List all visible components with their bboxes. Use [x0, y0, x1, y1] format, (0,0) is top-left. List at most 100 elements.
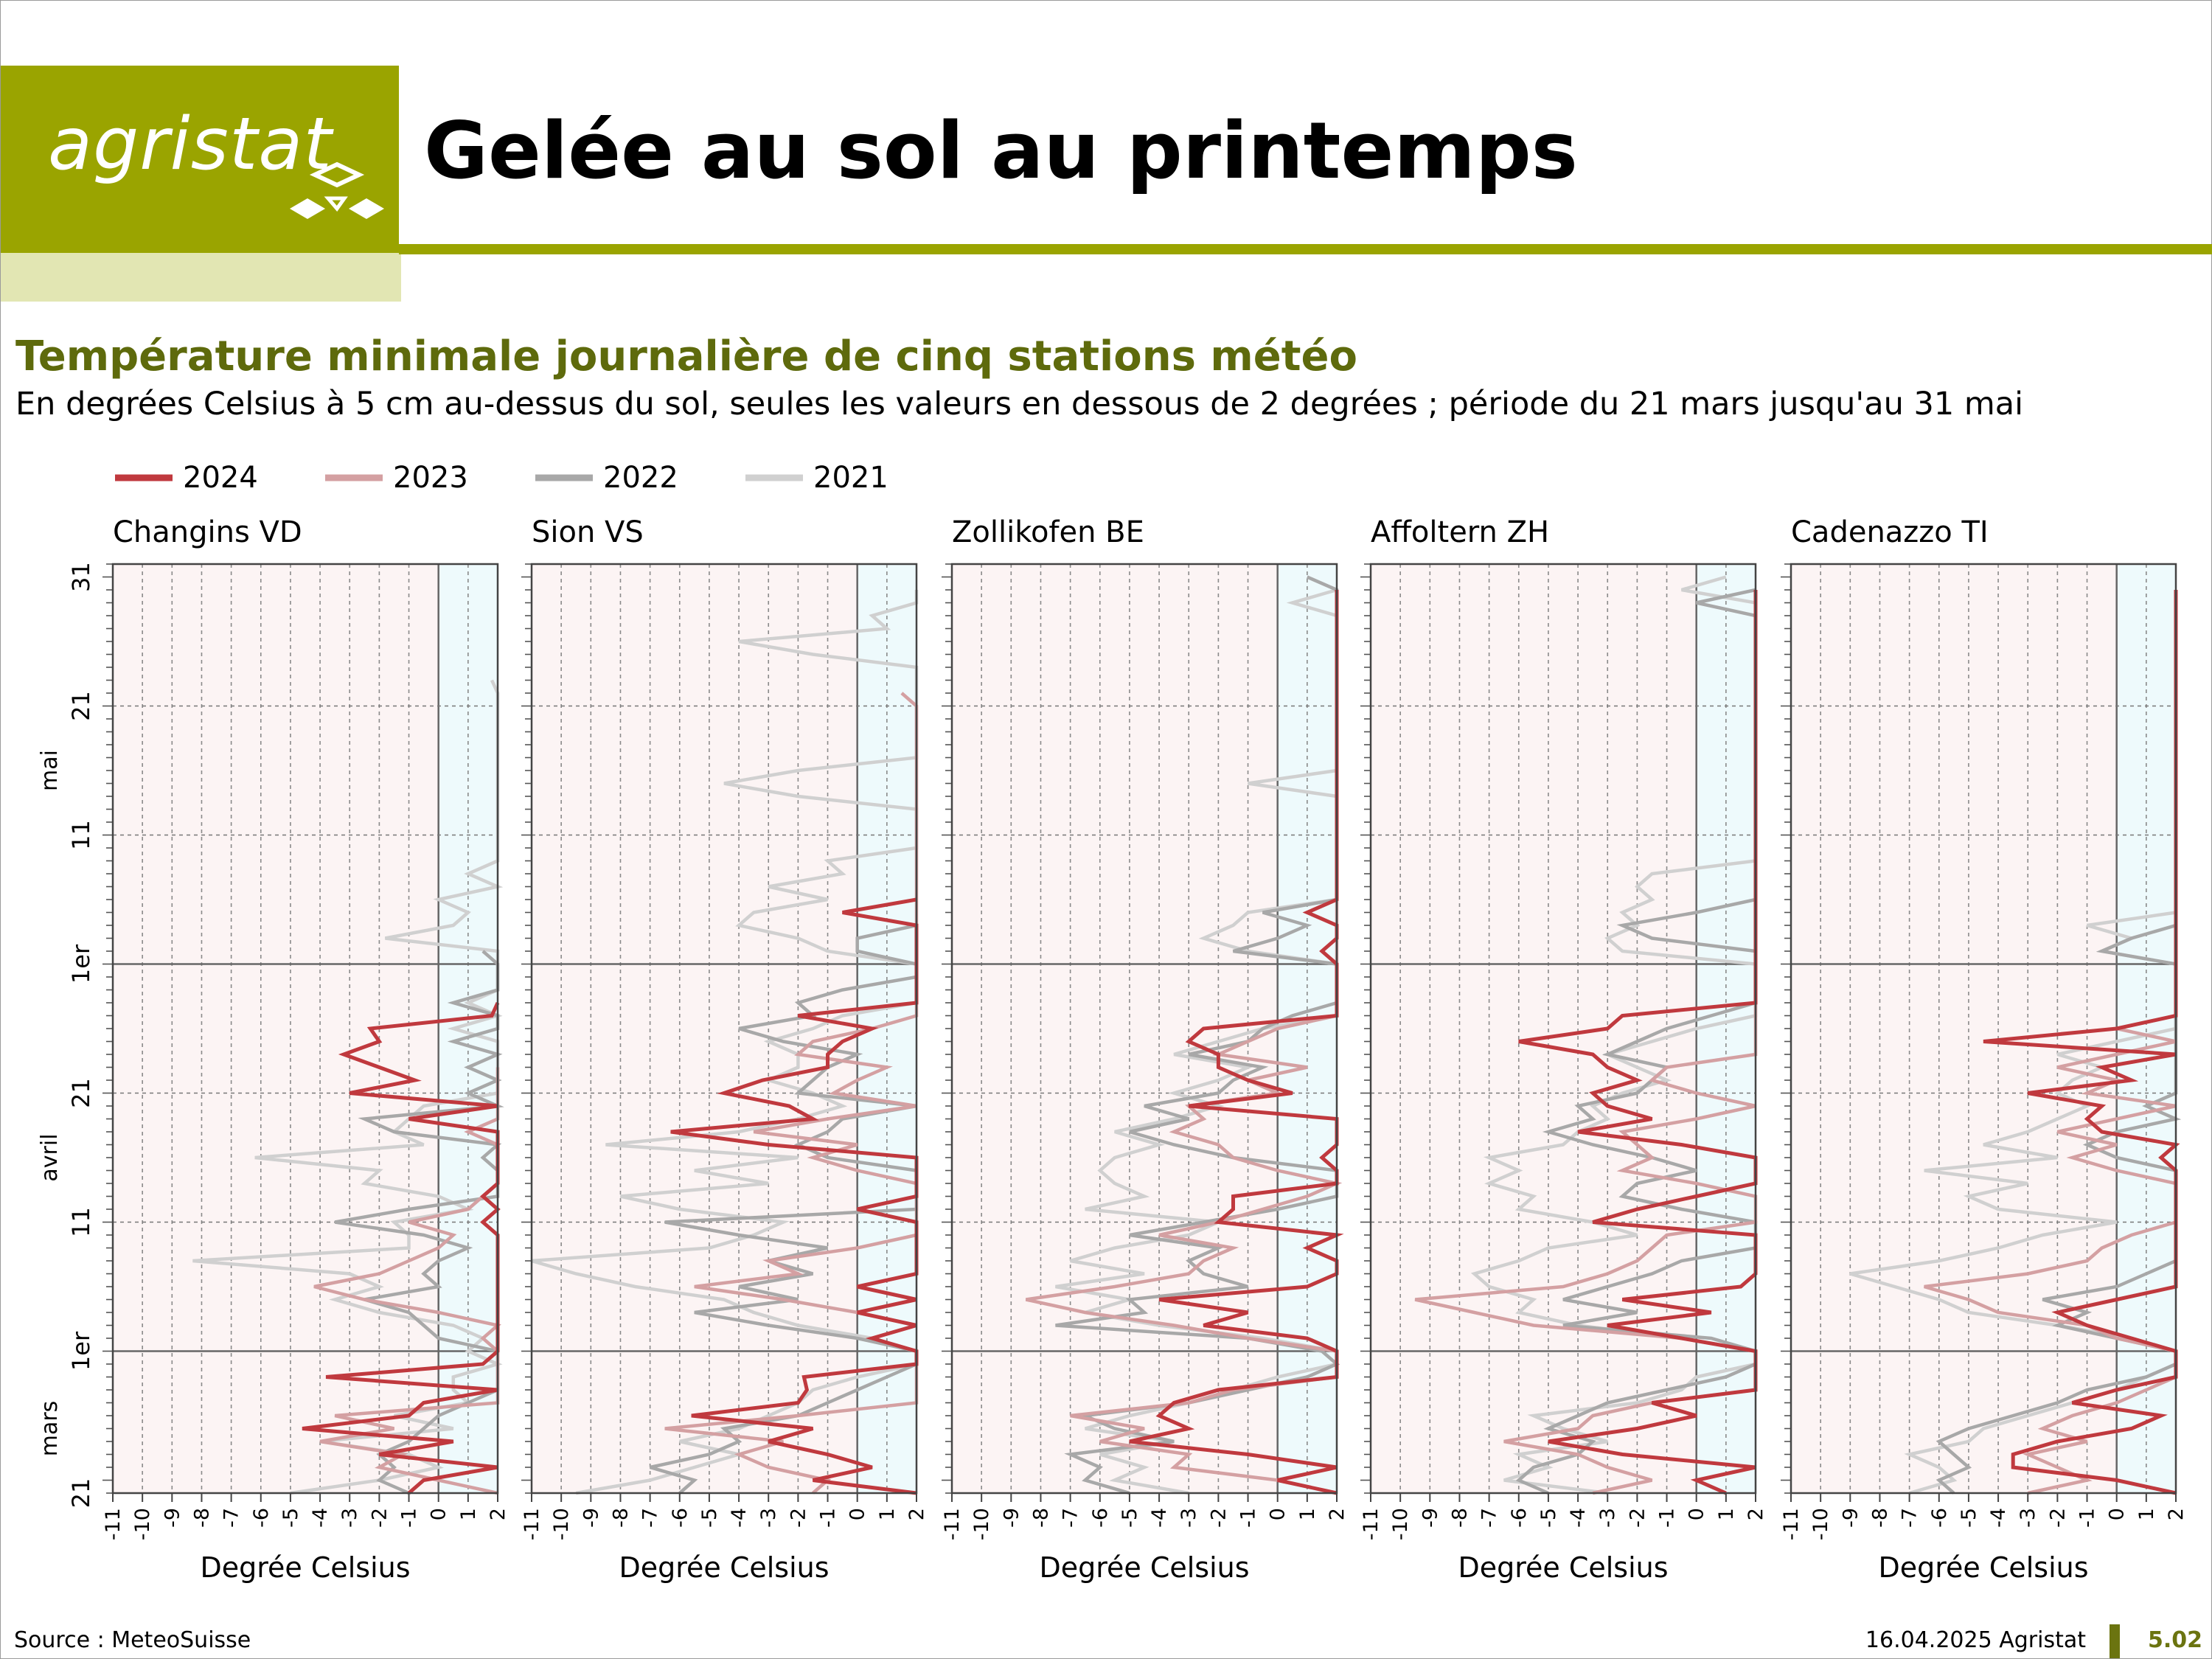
panel-title: Changins VD — [113, 515, 302, 549]
x-tick-label: -8 — [190, 1508, 213, 1528]
x-tick-label: -8 — [1029, 1508, 1052, 1528]
panel-title: Zollikofen BE — [952, 515, 1144, 549]
x-tick-label: -9 — [1000, 1508, 1023, 1528]
x-tick-label: -6 — [1928, 1508, 1951, 1528]
x-tick-label: 0 — [846, 1508, 869, 1520]
x-tick-label: 1 — [2135, 1508, 2158, 1520]
x-tick-label: -6 — [669, 1508, 692, 1528]
y-tick-label: 21 — [67, 1078, 95, 1108]
x-tick-label: -8 — [1448, 1508, 1471, 1528]
x-tick-label: -11 — [941, 1508, 964, 1540]
x-tick-label: -4 — [1567, 1508, 1590, 1528]
x-tick-label: -3 — [2017, 1508, 2039, 1528]
panel-title: Cadenazzo TI — [1791, 515, 1989, 549]
x-tick-label: 0 — [428, 1508, 451, 1520]
panel-frame — [530, 563, 918, 1495]
y-tick-label: 1er — [67, 944, 95, 984]
frost-zone-bg — [1791, 564, 2117, 1493]
frost-zone-bg — [952, 564, 1278, 1493]
x-tick-label: -4 — [728, 1508, 751, 1528]
x-tick-label: -6 — [1508, 1508, 1531, 1528]
x-tick-label: -5 — [1958, 1508, 1980, 1528]
legend-label: 2023 — [393, 461, 468, 495]
x-tick-label: -9 — [1419, 1508, 1441, 1528]
x-tick-label: 1 — [876, 1508, 899, 1520]
month-label: avril — [37, 1133, 63, 1181]
x-tick-label: -5 — [698, 1508, 721, 1528]
x-tick-label: 1 — [457, 1508, 480, 1520]
x-tick-label: 2 — [2165, 1508, 2188, 1520]
x-tick-label: -7 — [639, 1508, 662, 1528]
panel-frame — [950, 563, 1338, 1495]
footer-source: Source : MeteoSuisse — [14, 1627, 251, 1653]
x-tick-label: -11 — [1780, 1508, 1803, 1540]
x-tick-label: -7 — [1899, 1508, 1921, 1528]
x-tick-label: 0 — [1686, 1508, 1708, 1520]
legend-label: 2024 — [183, 461, 258, 495]
panel-frame — [1369, 563, 1757, 1495]
chart-description: En degrées Celsius à 5 cm au-dessus du s… — [15, 386, 2024, 422]
page-title: Gelée au sol au printemps — [424, 105, 1578, 196]
x-tick-label: -5 — [1119, 1508, 1141, 1528]
x-tick-label: -2 — [1626, 1508, 1649, 1528]
x-tick-label: -10 — [970, 1508, 993, 1540]
chart-title: Température minimale journalière de cinq… — [15, 333, 1357, 380]
footer-divider — [2110, 1624, 2120, 1658]
x-tick-label: 1 — [1296, 1508, 1319, 1520]
y-tick-label: 11 — [67, 1207, 95, 1237]
y-tick-label: 11 — [67, 820, 95, 850]
x-tick-label: -2 — [368, 1508, 391, 1528]
panel-frame — [1790, 563, 2177, 1495]
frost-zone-bg — [532, 564, 858, 1493]
legend-label: 2021 — [813, 461, 888, 495]
x-tick-label: 0 — [2106, 1508, 2129, 1520]
series-line-2022 — [334, 950, 504, 1495]
page-number: 5.02 — [2148, 1627, 2203, 1653]
x-tick-label: -1 — [1237, 1508, 1260, 1528]
x-tick-label: -6 — [250, 1508, 273, 1528]
x-tick-label: -10 — [1389, 1508, 1412, 1540]
x-tick-label: 2 — [1745, 1508, 1767, 1520]
x-tick-label: -9 — [1839, 1508, 1862, 1528]
x-tick-label: -4 — [1148, 1508, 1171, 1528]
x-tick-label: -7 — [1478, 1508, 1501, 1528]
x-tick-label: -9 — [161, 1508, 184, 1528]
panel-frame — [111, 563, 499, 1495]
x-axis-label: Degrée Celsius — [1039, 1551, 1249, 1584]
x-tick-label: 2 — [487, 1508, 509, 1520]
chart: 2024 2023 2022 2021211er11211er112131marsav… — [37, 461, 2188, 1584]
x-tick-label: -10 — [550, 1508, 573, 1540]
month-label: mai — [37, 750, 63, 791]
y-tick-label: 1er — [67, 1331, 95, 1371]
x-axis-label: Degrée Celsius — [1878, 1551, 2088, 1584]
x-tick-label: -3 — [338, 1508, 361, 1528]
header-rule — [399, 244, 2212, 254]
x-tick-label: -1 — [1656, 1508, 1679, 1528]
x-tick-label: 2 — [1326, 1508, 1349, 1520]
logo-diamonds-icon — [290, 161, 384, 219]
x-tick-label: -11 — [102, 1508, 125, 1540]
x-tick-label: -5 — [279, 1508, 302, 1528]
panel-title: Affoltern ZH — [1371, 515, 1549, 549]
x-tick-label: -4 — [309, 1508, 332, 1528]
y-tick-label: 21 — [67, 1478, 95, 1509]
x-tick-label: -3 — [757, 1508, 780, 1528]
panel-title: Sion VS — [532, 515, 644, 549]
x-tick-label: -3 — [1178, 1508, 1200, 1528]
logo-underband — [1, 253, 401, 302]
footer-date: 16.04.2025 Agristat — [1865, 1627, 2086, 1653]
x-tick-label: -10 — [1809, 1508, 1832, 1540]
x-tick-label: -1 — [398, 1508, 421, 1528]
legend-label: 2022 — [603, 461, 678, 495]
x-tick-label: -11 — [521, 1508, 543, 1540]
x-tick-label: -10 — [131, 1508, 154, 1540]
y-tick-label: 21 — [67, 691, 95, 721]
x-tick-label: -7 — [1060, 1508, 1082, 1528]
x-tick-label: -1 — [2076, 1508, 2099, 1528]
x-tick-label: -3 — [1596, 1508, 1619, 1528]
logo-block — [1, 66, 399, 253]
y-tick-label: 31 — [67, 562, 95, 592]
x-tick-label: 1 — [1715, 1508, 1738, 1520]
x-axis-label: Degrée Celsius — [200, 1551, 410, 1584]
